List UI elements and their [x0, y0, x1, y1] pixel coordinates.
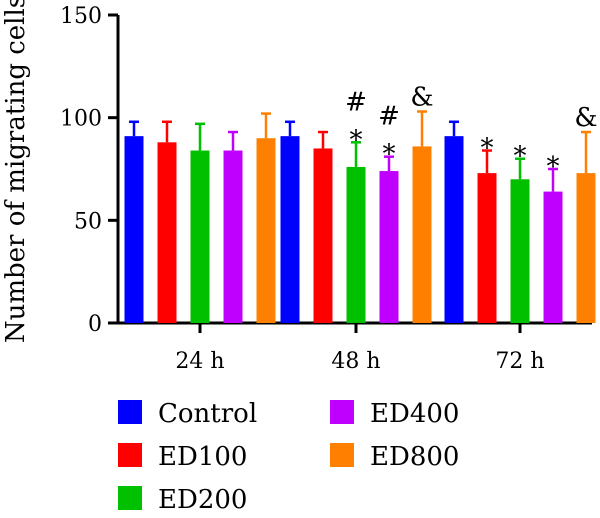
significance-mark: & [410, 83, 433, 113]
legend-label: ED200 [158, 485, 247, 515]
bar [124, 136, 144, 323]
axes: 0 50 100 150 Number of migrating cells 24 h 48… [1, 0, 592, 374]
bar [157, 142, 177, 323]
y-tick-label: 100 [60, 107, 102, 132]
significance-mark: * [383, 140, 396, 170]
bar [256, 138, 276, 323]
legend-swatch [330, 400, 354, 424]
x-tick-label: 72 h [495, 349, 544, 374]
legend-swatch [118, 443, 142, 467]
significance-mark: * [350, 125, 363, 155]
bar [190, 150, 210, 323]
bar [510, 179, 530, 323]
x-tick-label: 48 h [331, 349, 380, 374]
legend-swatch [118, 400, 142, 424]
bar [223, 150, 243, 323]
bar [412, 146, 432, 323]
y-tick-label: 0 [88, 312, 102, 337]
legend-label: ED800 [370, 442, 459, 472]
significance-mark: * [547, 152, 560, 182]
legend-swatch [118, 486, 142, 510]
legend-item: ED100 [118, 442, 247, 472]
significance-mark: # [378, 102, 400, 132]
legend: Control ED100 ED200 ED400 ED800 [118, 399, 459, 515]
y-axis-label: Number of migrating cells [1, 0, 31, 343]
significance-mark: * [514, 142, 527, 172]
bar [379, 171, 399, 323]
bar [280, 136, 300, 323]
bar [346, 166, 366, 323]
bar [576, 173, 596, 323]
significance-mark: & [574, 103, 597, 133]
bar [543, 191, 563, 323]
legend-item: ED400 [330, 399, 459, 429]
x-tick-label: 24 h [175, 349, 224, 374]
legend-label: ED100 [158, 442, 247, 472]
legend-item: Control [118, 399, 257, 429]
legend-item: ED200 [118, 485, 247, 515]
bars [124, 110, 596, 323]
y-tick-label: 150 [60, 4, 102, 29]
y-tick-label: 50 [74, 209, 102, 234]
significance-mark: * [481, 134, 494, 164]
legend-swatch [330, 443, 354, 467]
significance-annotations: **#**#*&& [345, 83, 597, 182]
bar [477, 173, 497, 323]
legend-label: Control [158, 399, 257, 429]
legend-item: ED800 [330, 442, 459, 472]
significance-mark: # [345, 87, 367, 117]
bar [313, 148, 333, 323]
bar [444, 136, 464, 323]
legend-label: ED400 [370, 399, 459, 429]
